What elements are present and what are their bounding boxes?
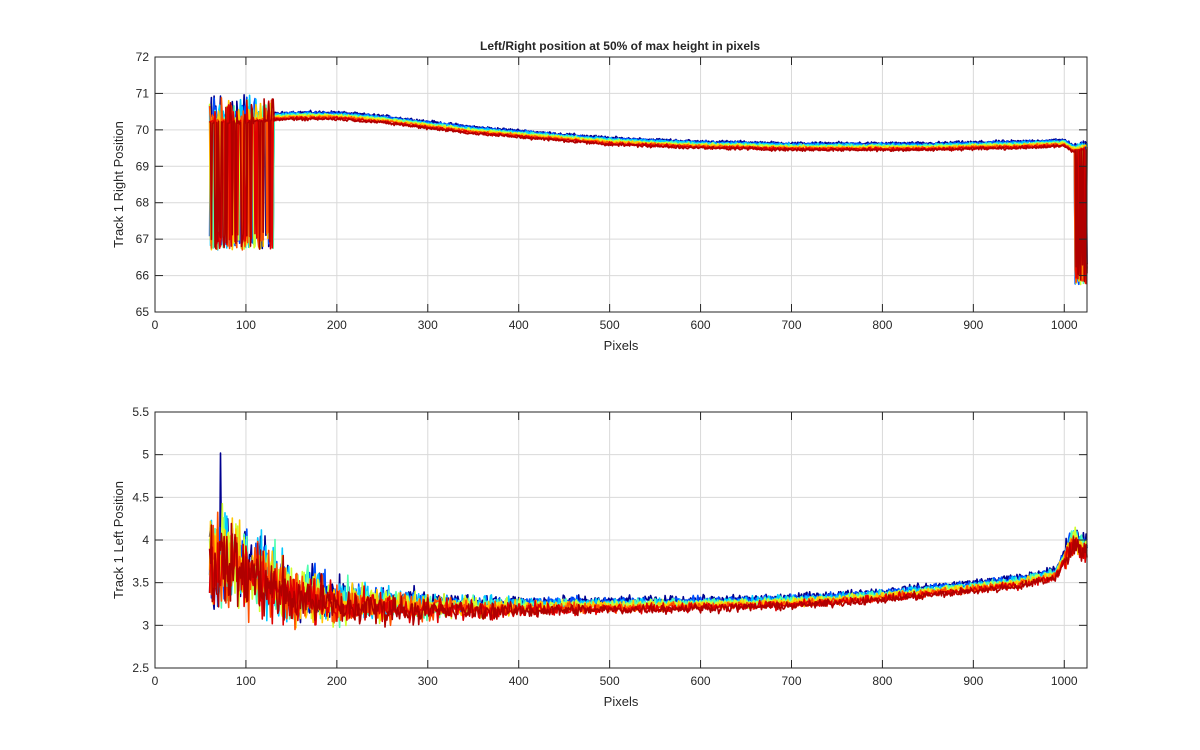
x-tick-label: 700 xyxy=(781,318,801,332)
y-axis-label-top: Track 1 Right Position xyxy=(111,121,126,248)
grid-top xyxy=(155,57,1087,312)
series-line xyxy=(209,98,1088,283)
y-tick-label: 3.5 xyxy=(132,576,149,590)
axes-bottom-left-position: 0 100 200 300 400 500 600 700 800 900 1000 2.5 3 3.5 4… xyxy=(111,405,1088,709)
y-axis-label-bottom: Track 1 Left Position xyxy=(111,481,126,599)
y-tick-label: 72 xyxy=(136,50,150,64)
figure-title: Left/Right position at 50% of max height… xyxy=(480,39,760,53)
y-tick-label: 70 xyxy=(136,123,150,137)
y-tick-label: 71 xyxy=(136,86,150,100)
x-tick-label: 600 xyxy=(691,318,711,332)
x-tick-label: 700 xyxy=(781,674,801,688)
y-tick-label: 67 xyxy=(136,232,150,246)
axes-box-top xyxy=(154,56,1088,313)
x-tick-label: 300 xyxy=(418,674,438,688)
y-tick-label: 3 xyxy=(142,618,149,632)
grid-bottom xyxy=(155,412,1087,668)
axes-top-right-position: 0 100 200 300 400 500 600 700 800 900 1000 65 66 67 68… xyxy=(111,50,1088,353)
y-tick-label: 5.5 xyxy=(132,405,149,419)
y-tick-label: 66 xyxy=(136,269,150,283)
x-axis-label-top: Pixels xyxy=(604,338,639,353)
x-tick-label: 500 xyxy=(600,674,620,688)
x-tick-label: 600 xyxy=(691,674,711,688)
y-tick-label: 5 xyxy=(142,448,149,462)
series-line xyxy=(208,522,1088,628)
x-tick-label: 200 xyxy=(327,674,347,688)
x-tick-label: 800 xyxy=(872,318,892,332)
y-tick-label: 4.5 xyxy=(132,490,149,504)
series-bottom xyxy=(208,452,1088,631)
x-tick-label: 0 xyxy=(152,318,159,332)
x-tick-label: 200 xyxy=(327,318,347,332)
x-tick-label: 900 xyxy=(963,674,983,688)
x-tick-label: 100 xyxy=(236,674,256,688)
x-tick-label: 900 xyxy=(963,318,983,332)
y-tick-label: 68 xyxy=(136,196,150,210)
ticks-bottom: 0 100 200 300 400 500 600 700 800 900 1000 2.5 3 3.5 4… xyxy=(132,405,1087,688)
x-tick-label: 800 xyxy=(872,674,892,688)
x-tick-label: 300 xyxy=(418,318,438,332)
y-tick-label: 4 xyxy=(142,533,149,547)
y-tick-label: 2.5 xyxy=(132,661,149,675)
x-tick-label: 0 xyxy=(152,674,159,688)
y-tick-label: 69 xyxy=(136,159,150,173)
x-tick-label: 100 xyxy=(236,318,256,332)
series-top xyxy=(208,94,1088,286)
x-tick-label: 1000 xyxy=(1051,674,1078,688)
x-axis-label-bottom: Pixels xyxy=(604,694,639,709)
x-tick-label: 400 xyxy=(509,674,529,688)
x-tick-label: 500 xyxy=(600,318,620,332)
ticks-top: 0 100 200 300 400 500 600 700 800 900 1000 65 66 67 68… xyxy=(136,50,1087,332)
x-tick-label: 1000 xyxy=(1051,318,1078,332)
x-tick-label: 400 xyxy=(509,318,529,332)
y-tick-label: 65 xyxy=(136,305,150,319)
